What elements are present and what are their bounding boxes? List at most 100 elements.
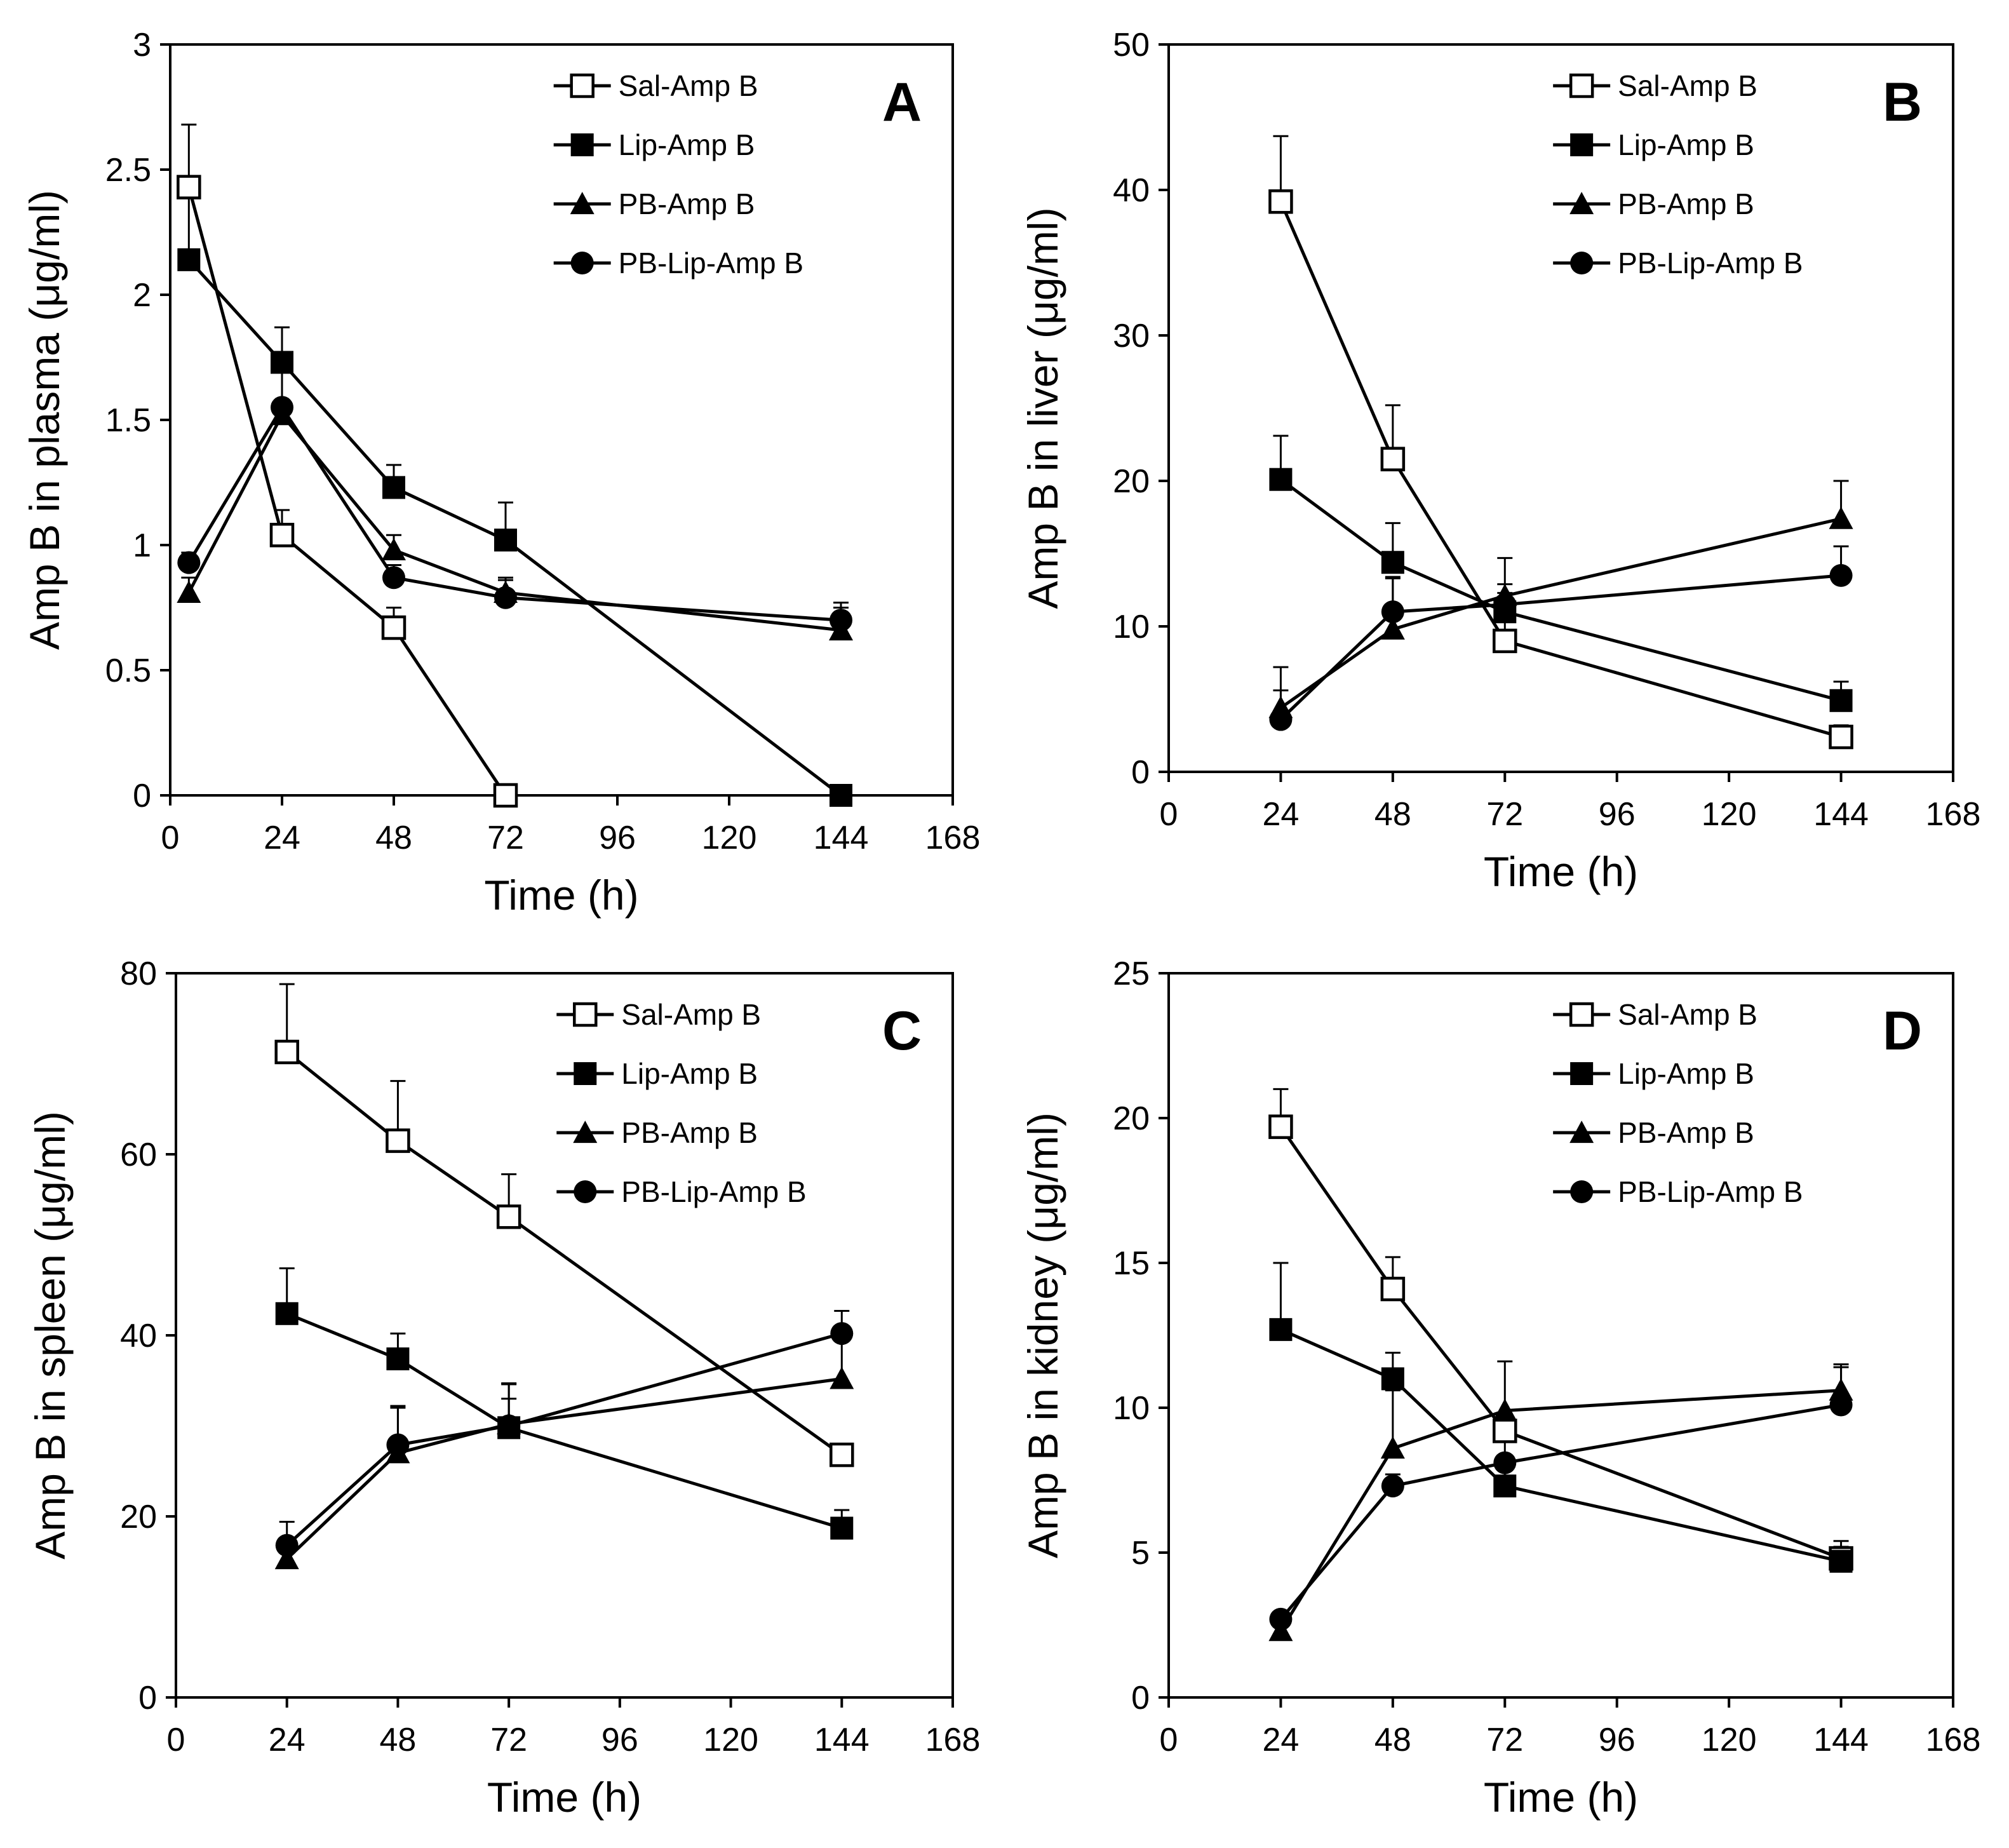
y-tick-label: 40	[120, 1318, 157, 1354]
data-point	[274, 1039, 299, 1065]
filled-square-marker	[1381, 1367, 1404, 1391]
open-square-marker	[496, 1204, 521, 1229]
filled-square-marker	[494, 529, 517, 552]
filled-square-marker	[271, 351, 293, 374]
data-point	[177, 248, 201, 271]
legend-entry: Lip-Amp B	[556, 1057, 758, 1090]
data-point	[1829, 1393, 1853, 1417]
open-square-marker	[493, 783, 518, 808]
legend-label: PB-Amp B	[621, 1116, 758, 1149]
legend-entry: PB-Lip-Amp B	[556, 1175, 807, 1208]
filled-triangle-marker	[274, 1546, 299, 1570]
series-line	[1279, 201, 1842, 739]
x-tick-label: 72	[487, 819, 524, 856]
data-point	[1829, 724, 1853, 750]
series-line	[285, 1377, 842, 1560]
x-tick-label: 144	[814, 819, 869, 856]
y-tick-label: 0	[1131, 1680, 1150, 1716]
legend-entry: PB-Lip-Amp B	[1553, 1175, 1803, 1208]
legend-entry: Sal-Amp B	[1553, 998, 1757, 1031]
legend-entry: PB-Lip-Amp B	[553, 246, 803, 280]
legend-label: PB-Lip-Amp B	[1618, 246, 1803, 280]
x-tick-label: 0	[1160, 796, 1178, 833]
filled-square-marker	[1829, 689, 1853, 712]
y-tick-label: 25	[1113, 955, 1150, 992]
filled-circle-marker	[275, 1534, 299, 1557]
data-point	[382, 476, 405, 499]
x-tick-label: 24	[1263, 796, 1300, 833]
x-tick-label: 120	[702, 819, 757, 856]
legend-label: Lip-Amp B	[1618, 128, 1754, 161]
data-point	[1829, 563, 1853, 587]
data-point	[1380, 1276, 1406, 1302]
series-line	[1279, 574, 1841, 721]
filled-circle-marker	[570, 252, 594, 274]
x-tick-label: 168	[925, 819, 981, 856]
filled-square-marker	[1829, 1549, 1853, 1573]
y-tick-label: 10	[1113, 609, 1150, 645]
y-tick-label: 5	[1131, 1535, 1150, 1572]
y-tick-label: 20	[120, 1499, 157, 1535]
y-tick-label: 60	[120, 1136, 157, 1173]
x-tick-label: 120	[703, 1722, 758, 1758]
x-tick-label: 96	[1599, 1722, 1636, 1758]
filled-triangle-marker	[1829, 506, 1853, 529]
data-point	[1493, 1451, 1517, 1474]
legend-label: Lip-Amp B	[1618, 1057, 1754, 1090]
series-line	[187, 405, 842, 622]
filled-circle-marker	[271, 396, 293, 419]
x-tick-label: 168	[1926, 1722, 1981, 1758]
legend-entry: Sal-Amp B	[556, 998, 761, 1031]
data-point	[275, 1534, 299, 1557]
y-tick-label: 80	[120, 955, 157, 992]
x-tick-label: 96	[1599, 796, 1636, 833]
panel-b: 0 10 20 30 40 50 0 24 48 72 96 120 144 168 Time (h) Amp…	[1019, 27, 1980, 895]
legend-label: Sal-Amp B	[621, 998, 761, 1031]
y-tick-label: 1	[133, 527, 151, 564]
legend-label: Lip-Amp B	[619, 128, 755, 161]
data-point	[381, 615, 407, 640]
x-tick-label: 48	[380, 1722, 417, 1758]
legend-label: PB-Amp B	[619, 187, 755, 220]
series-line	[286, 1312, 843, 1530]
legend-label: PB-Amp B	[1618, 1116, 1754, 1149]
open-square-marker	[1380, 1276, 1406, 1302]
filled-square-marker	[830, 1516, 854, 1540]
x-tick-label: 120	[1702, 796, 1757, 833]
series-line	[286, 1332, 842, 1547]
y-tick-label: 20	[1113, 463, 1150, 500]
data-point	[1381, 551, 1404, 574]
panel-letter: C	[882, 1001, 922, 1062]
open-square-marker	[1569, 73, 1594, 98]
series-line	[1280, 1328, 1842, 1563]
x-tick-label: 0	[167, 1722, 185, 1758]
x-tick-label: 48	[375, 819, 412, 856]
panel-letter: A	[882, 72, 922, 133]
filled-circle-marker	[1829, 1393, 1853, 1417]
y-tick-label: 30	[1113, 318, 1150, 354]
data-point	[271, 351, 293, 374]
y-axis-title: Amp B in kidney (μg/ml)	[1019, 1112, 1066, 1558]
series-line	[1279, 517, 1842, 710]
data-point	[177, 551, 201, 574]
legend-entry: PB-Amp B	[1553, 1116, 1754, 1149]
filled-triangle-marker	[573, 1121, 598, 1143]
x-tick-label: 0	[161, 819, 180, 856]
legend-entry: PB-Lip-Amp B	[1553, 246, 1803, 280]
legend-label: PB-Lip-Amp B	[621, 1175, 806, 1208]
data-point	[382, 566, 405, 590]
data-point	[1269, 1318, 1293, 1341]
data-point	[1381, 1367, 1404, 1391]
filled-triangle-marker	[382, 537, 406, 561]
data-point	[497, 1414, 521, 1438]
filled-square-marker	[1570, 1062, 1594, 1085]
open-square-marker	[1268, 189, 1293, 214]
legend-entry: Sal-Amp B	[1553, 69, 1757, 102]
filled-square-marker	[570, 133, 594, 156]
filled-square-marker	[830, 784, 852, 807]
data-point	[830, 1366, 854, 1389]
filled-triangle-marker	[1493, 1398, 1517, 1421]
data-point	[382, 537, 406, 561]
data-point	[1268, 189, 1293, 214]
open-square-marker	[274, 1039, 299, 1065]
